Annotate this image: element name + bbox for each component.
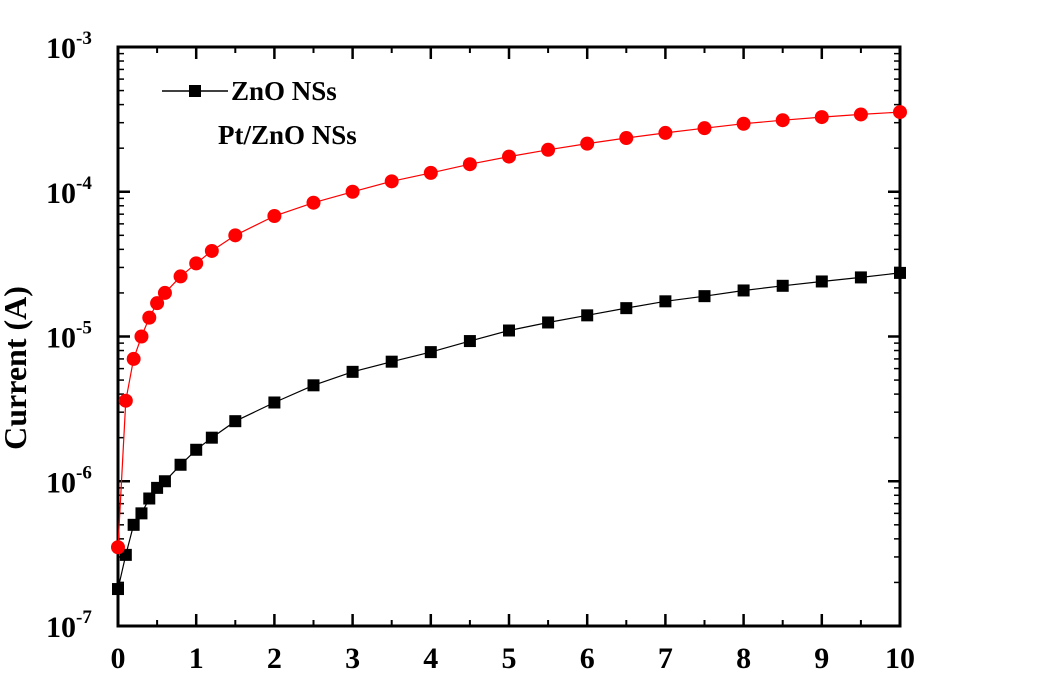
data-point-square [143, 492, 156, 505]
x-tick-label: 7 [658, 642, 673, 675]
data-point-circle [423, 165, 438, 180]
data-point-square [190, 443, 203, 456]
data-point-circle [157, 285, 172, 300]
data-point-square [503, 324, 515, 337]
data-point-square [268, 396, 281, 409]
y-tick-label: 10-5 [46, 318, 92, 355]
data-point-circle [189, 256, 204, 271]
data-point-circle [228, 228, 243, 243]
data-point-circle [306, 195, 321, 210]
data-point-circle [502, 149, 516, 164]
data-point-circle [619, 131, 634, 146]
data-point-circle [118, 393, 133, 408]
y-axis-ticks: 10-7 10-6 10-5 10-4 10-3 [46, 28, 900, 644]
data-point-square [854, 271, 867, 284]
series-layer [111, 105, 907, 596]
legend-label-zno: ZnO NSs [231, 76, 337, 106]
data-point-circle [142, 310, 157, 325]
data-point-circle [111, 540, 125, 555]
y-tick-label: 10-3 [46, 28, 92, 65]
data-point-square [776, 279, 789, 292]
data-point-circle [775, 113, 790, 128]
data-point-circle [814, 110, 829, 125]
data-point-square [737, 284, 750, 297]
data-point-square [158, 475, 171, 488]
x-tick-label: 9 [814, 642, 829, 675]
data-point-square [815, 275, 828, 288]
x-tick-label: 0 [111, 642, 126, 675]
data-point-circle [173, 269, 188, 284]
series-line-1 [117, 111, 901, 548]
data-point-square [307, 379, 320, 392]
data-point-circle [736, 116, 751, 131]
data-point-circle [267, 208, 282, 223]
data-point-circle [204, 243, 219, 258]
data-point-square [205, 431, 218, 444]
x-tick-label: 5 [502, 642, 517, 675]
y-tick-label: 10-7 [46, 607, 92, 644]
data-point-square [174, 458, 187, 471]
data-point-square [894, 266, 906, 279]
x-tick-label: 2 [267, 642, 282, 675]
data-point-circle [893, 105, 907, 120]
data-point-circle [126, 351, 141, 366]
data-point-square [620, 302, 633, 315]
x-tick-label: 1 [189, 642, 204, 675]
x-tick-label: 8 [736, 642, 751, 675]
data-point-square [542, 316, 555, 329]
data-point-square [424, 346, 437, 359]
data-point-circle [541, 142, 556, 157]
data-point-square [127, 518, 140, 531]
data-point-circle [462, 157, 477, 172]
data-point-circle [134, 329, 149, 344]
data-point-square [698, 290, 711, 303]
x-tick-label: 10 [885, 642, 915, 675]
legend-marker-square [189, 85, 201, 97]
data-point-square [112, 583, 124, 596]
data-point-square [463, 335, 476, 348]
data-point-circle [580, 136, 595, 151]
data-point-square [581, 309, 594, 322]
data-point-square [385, 355, 398, 368]
y-tick-label: 10-6 [46, 462, 92, 499]
x-tick-label: 6 [580, 642, 595, 675]
data-point-circle [150, 296, 165, 311]
y-tick-label: 10-4 [46, 173, 92, 210]
data-point-square [135, 507, 148, 520]
data-point-circle [697, 121, 712, 136]
series-line-0 [117, 272, 901, 590]
x-axis-ticks: 0 1 2 3 4 5 6 7 8 9 10 [111, 47, 915, 675]
y-axis-title: Current (A) [0, 286, 33, 450]
data-point-circle [853, 107, 868, 122]
data-point-square [229, 415, 242, 428]
x-tick-label: 4 [423, 642, 438, 675]
data-point-circle [658, 125, 673, 140]
data-point-circle [345, 184, 360, 199]
data-point-square [659, 295, 672, 308]
data-point-square [346, 365, 359, 378]
x-tick-label: 3 [345, 642, 360, 675]
y-axis-label: Current (A) [0, 286, 33, 450]
data-point-circle [384, 174, 399, 189]
legend: ZnO NSs Pt/ZnO NSs [162, 76, 357, 150]
legend-label-pt-zno: Pt/ZnO NSs [218, 120, 357, 150]
